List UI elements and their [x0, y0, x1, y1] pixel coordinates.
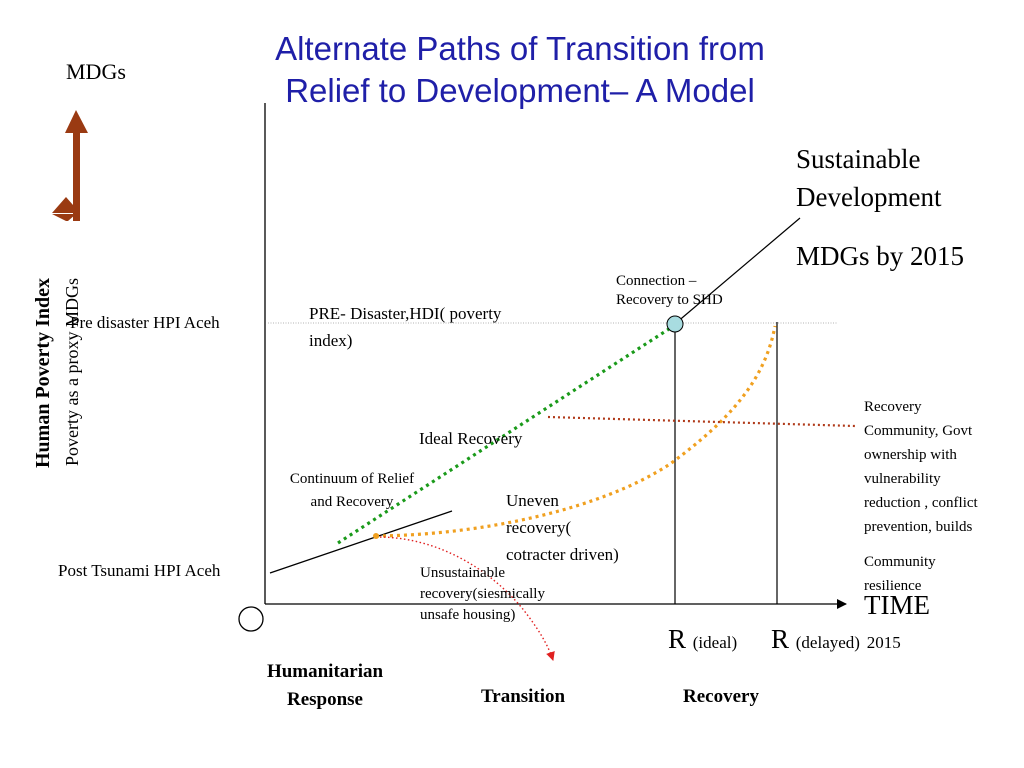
- mdgs-arrow: [52, 110, 88, 221]
- mdgs-top-label: MDGs: [66, 59, 126, 84]
- pre-disaster-hpi-label: Pre disaster HPI Aceh: [70, 313, 220, 332]
- sustainable-development-label: Sustainable Development: [796, 140, 941, 216]
- post-tsunami-hpi-label: Post Tsunami HPI Aceh: [58, 561, 221, 580]
- unsustainable-recovery-label: Unsustainable recovery(siesmically unsaf…: [420, 563, 545, 626]
- r-ideal-letter: R: [668, 624, 687, 654]
- sustainable-line-1: Sustainable: [796, 144, 921, 174]
- community-resilience-line: resilience: [864, 578, 922, 594]
- uneven-line: cotracter driven): [506, 545, 619, 564]
- recovery-community-line: reduction , conflict: [864, 495, 978, 511]
- r-ideal-label: R (ideal): [668, 624, 737, 655]
- ideal-recovery-path: [337, 325, 673, 545]
- recovery-community-path: [547, 415, 856, 428]
- recovery-community-line: vulnerability: [864, 471, 941, 487]
- title-line-1: Alternate Paths of Transition from: [275, 30, 765, 67]
- humanitarian-line-2: Response: [286, 689, 363, 710]
- r-delayed-subscript: (delayed): [795, 633, 860, 652]
- pre-disaster-hdi-line-1: PRE- Disaster,HDI( poverty: [309, 304, 502, 323]
- mdgs-by-2015-label: MDGs by 2015: [796, 241, 965, 271]
- recovery-community-line: Community, Govt: [864, 423, 973, 439]
- continuum-point: [373, 533, 379, 539]
- community-resilience-label: Community resilience: [864, 550, 936, 598]
- sustainable-line-2: Development: [796, 182, 942, 212]
- sustainable-development-line: [675, 217, 801, 324]
- origin-circle: [238, 606, 264, 632]
- unsustainable-recovery-path: [379, 536, 555, 661]
- transition-phase: Transition: [481, 686, 566, 707]
- r-ideal-subscript: (ideal): [692, 633, 738, 652]
- unsustainable-line: Unsustainable: [420, 565, 505, 581]
- recovery-community-line: ownership with: [864, 447, 957, 463]
- human-poverty-index-label: Human Poverty Index: [32, 278, 54, 468]
- recovery-phase: Recovery: [683, 686, 759, 707]
- uneven-recovery-label: Uneven recovery( cotracter driven): [506, 487, 619, 568]
- page-title: Alternate Paths of Transition from Relie…: [160, 28, 880, 112]
- connection-line-2: Recovery to SHD: [616, 292, 723, 308]
- r-delayed-label: R (delayed) 2015: [771, 624, 901, 655]
- time-axis-label: TIME: [864, 590, 930, 620]
- continuum-label: Continuum of Relief and Recovery: [268, 468, 436, 514]
- humanitarian-response-phase: Humanitarian Response: [240, 658, 410, 714]
- year-2015-label: 2015: [866, 633, 901, 652]
- r-delayed-letter: R: [771, 624, 790, 654]
- connection-label: Connection – Recovery to SHD: [616, 272, 723, 310]
- uneven-line: recovery(: [506, 518, 572, 537]
- post-tsunami-line: [269, 510, 453, 574]
- title-line-2: Relief to Development– A Model: [285, 72, 755, 109]
- pre-disaster-hdi-line-2: index): [309, 331, 353, 350]
- pre-disaster-hdi-label: PRE- Disaster,HDI( poverty index): [309, 300, 501, 354]
- ideal-recovery-label: Ideal Recovery: [419, 429, 523, 448]
- recovery-community-label: Recovery Community, Govt ownership with …: [864, 395, 978, 539]
- poverty-proxy-label: Poverty as a proxy MDGs: [62, 278, 82, 466]
- connection-dot: [666, 315, 684, 333]
- continuum-line-2: and Recovery: [310, 494, 394, 510]
- unsustainable-line: unsafe housing): [420, 607, 516, 623]
- connection-line-1: Connection –: [616, 273, 697, 289]
- continuum-line-1: Continuum of Relief: [289, 471, 415, 487]
- uneven-line: Uneven: [506, 491, 559, 510]
- recovery-community-line: prevention, builds: [864, 519, 973, 535]
- recovery-community-line: Recovery: [864, 399, 922, 415]
- humanitarian-line-1: Humanitarian: [266, 661, 384, 682]
- community-resilience-line: Community: [864, 554, 936, 570]
- unsustainable-line: recovery(siesmically: [420, 586, 545, 602]
